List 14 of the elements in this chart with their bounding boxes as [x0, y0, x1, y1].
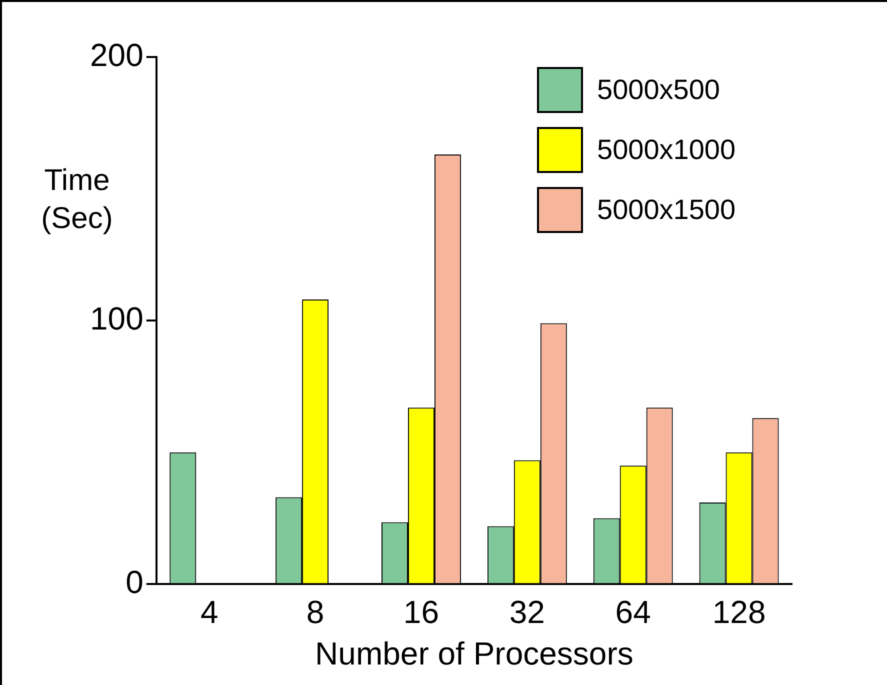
legend-label: 5000x1500: [597, 194, 736, 226]
x-tick-label: 128: [712, 594, 766, 630]
x-tick-label: 64: [615, 594, 651, 630]
x-tick-label: 16: [403, 594, 440, 630]
x-tick-label: 4: [200, 594, 218, 630]
x-axis-title: Number of Processors: [315, 636, 634, 672]
x-tick-label: 8: [306, 594, 324, 630]
legend-label: 5000x500: [597, 74, 720, 106]
y-tick-label: 100: [90, 300, 144, 336]
legend-label: 5000x1000: [597, 134, 736, 166]
x-tick-label: 32: [509, 594, 545, 630]
y-tick-label: 200: [90, 36, 144, 73]
y-axis-title: Time (Sec): [40, 163, 114, 237]
y-tick-label: 0: [126, 564, 144, 600]
